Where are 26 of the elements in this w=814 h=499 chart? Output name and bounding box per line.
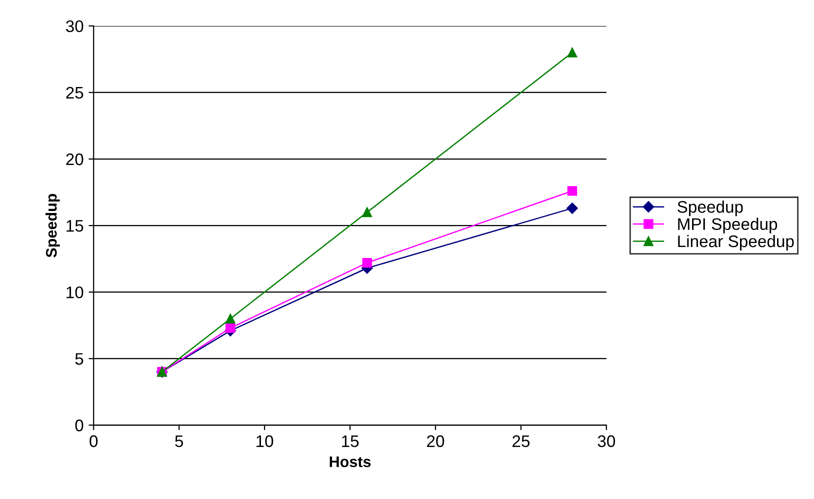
x-tick-label: 15 [342,435,359,448]
legend-label: MPI Speedup [678,218,778,234]
x-tick-label: 10 [256,435,274,448]
y-tick-label: 10 [66,286,84,298]
y-tick-label: 5 [75,353,84,365]
legend-label: Speedup [678,200,743,216]
y-tick-label: 20 [66,153,84,166]
legend-label: Linear Speedup [678,234,794,251]
point [226,323,236,333]
x-axis-title: Hosts [330,456,371,468]
y-tick-label: 25 [66,86,84,99]
x-tick-label: 20 [427,435,444,448]
point [362,207,372,218]
y-axis-title: Speedup [46,194,60,258]
point [566,202,578,214]
y-tick-label: 30 [66,20,84,32]
x-tick-label: 0 [90,435,98,448]
point [226,314,236,324]
y-tick-label: 0 [75,420,84,432]
x-tick-label: 5 [175,435,184,448]
y-tick-label: 15 [66,220,84,232]
point [567,48,578,58]
point [362,258,372,268]
x-tick-label: 30 [598,435,616,448]
x-tick-label: 25 [512,435,530,448]
point [567,186,578,196]
